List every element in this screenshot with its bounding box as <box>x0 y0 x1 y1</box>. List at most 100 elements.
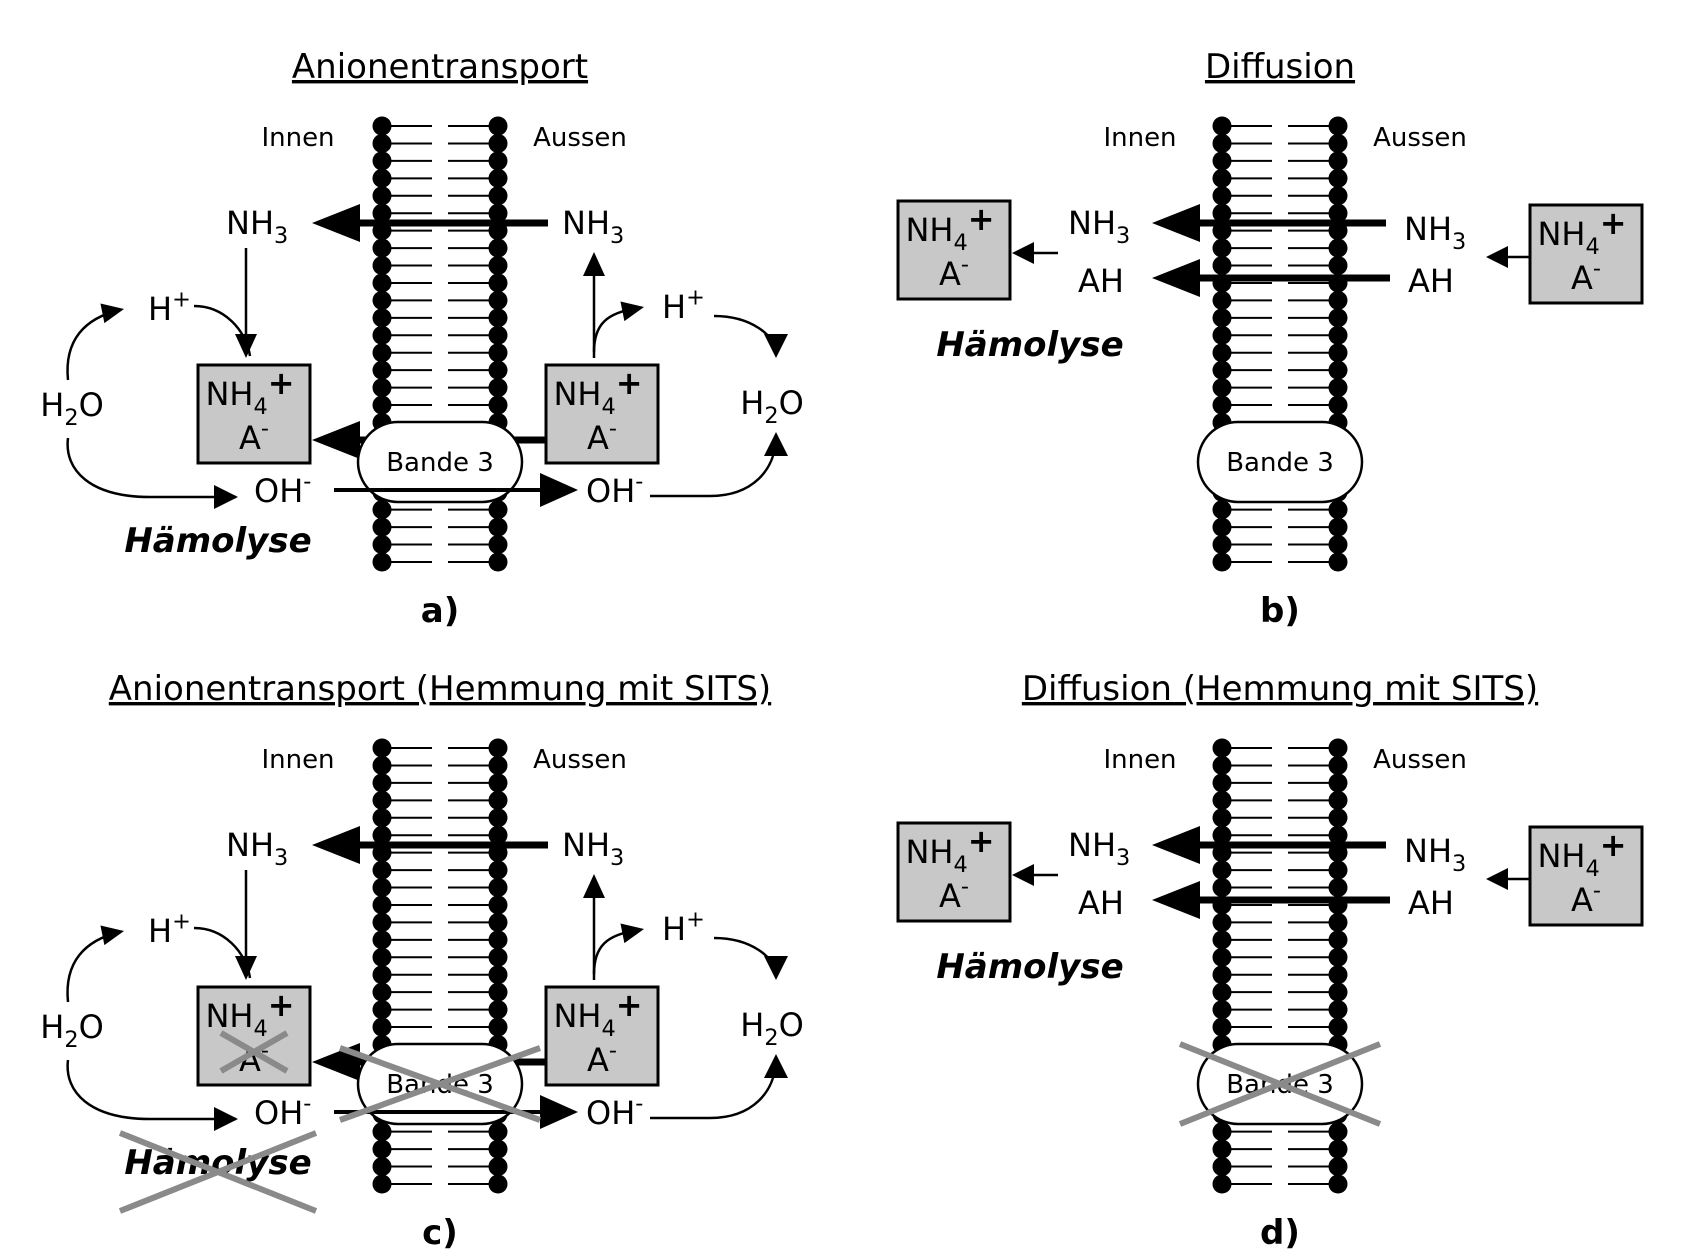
nh3-label-part: NH <box>1404 832 1452 870</box>
nh4-anion-box: NH4+A- <box>544 985 660 1087</box>
lipid-head <box>1212 308 1232 328</box>
lipid-head <box>1212 738 1232 758</box>
anion-label-part: - <box>261 1038 269 1064</box>
nh3-transport-arrow <box>312 204 548 242</box>
lipid-head <box>372 825 392 845</box>
nh3-label: NH3 <box>1404 210 1466 255</box>
nh4-label-part: 4 <box>253 1016 267 1042</box>
lipid-head <box>372 133 392 153</box>
lipid-head <box>488 965 508 985</box>
anion-label: A- <box>239 416 269 457</box>
arrow-head <box>583 874 605 898</box>
lipid-head <box>1328 947 1348 967</box>
nh4-label: NH4+ <box>205 364 294 420</box>
lipid-head <box>1328 1157 1348 1177</box>
h-plus-label-part: H <box>662 910 686 948</box>
nh3-to-box-arrow <box>235 248 257 358</box>
lipid-head <box>488 308 508 328</box>
lipid-head <box>1328 238 1348 258</box>
lipid-head <box>1328 1139 1348 1159</box>
nh4-anion-box: NH4+A- <box>896 199 1012 301</box>
nh4-label: NH4+ <box>905 822 994 878</box>
oh-minus-label-part: OH <box>254 472 303 510</box>
arrow-head <box>312 421 360 459</box>
lipid-head <box>1212 1174 1232 1194</box>
arrow-head <box>214 485 238 509</box>
lipid-head <box>372 1174 392 1194</box>
lipid-head <box>1328 755 1348 775</box>
lipid-head <box>1328 860 1348 880</box>
nh4-label-part: 4 <box>1585 234 1599 260</box>
lipid-head <box>1328 151 1348 171</box>
nh4-label: NH4+ <box>1537 826 1626 882</box>
nh3-label: NH3 <box>226 826 288 871</box>
lipid-head <box>1328 168 1348 188</box>
lipid-head <box>1212 378 1232 398</box>
cross-stroke <box>1178 1041 1382 1127</box>
lipid-head <box>1328 517 1348 537</box>
anion-label-part: - <box>609 416 617 442</box>
oh-minus-label: OH- <box>254 1091 311 1132</box>
nh4-label-part: + <box>268 986 295 1024</box>
lipid-head <box>1212 825 1232 845</box>
box-frame <box>896 199 1012 301</box>
lipid-head <box>1212 186 1232 206</box>
lipid-head <box>1212 755 1232 775</box>
curve-shaft <box>66 437 236 499</box>
h2o-label-part: 2 <box>764 1025 778 1051</box>
lipid-head <box>1328 535 1348 555</box>
curved-arrow <box>193 926 252 979</box>
lipid-head <box>488 238 508 258</box>
lipid-head <box>372 186 392 206</box>
lipid-head <box>1212 552 1232 572</box>
lipid-head <box>1328 343 1348 363</box>
lipid-head <box>488 755 508 775</box>
lipid-head <box>1212 912 1232 932</box>
h-plus-label-part: + <box>172 287 191 313</box>
lipid-head <box>488 116 508 136</box>
anion-label-part: - <box>609 1038 617 1064</box>
bande3-label: Bande 3 <box>1226 448 1334 478</box>
lipid-head <box>1212 238 1232 258</box>
h2o-label: H2O <box>740 384 804 429</box>
h2o-label-part: H <box>740 1006 764 1044</box>
nh3-label-part: NH <box>226 826 274 864</box>
h2o-label-part: 2 <box>764 403 778 429</box>
lipid-head <box>488 1017 508 1037</box>
panel-letter: a) <box>421 591 459 631</box>
nh3-label: NH3 <box>1404 832 1466 877</box>
lipid-head <box>488 517 508 537</box>
nh3-label-part: 3 <box>1452 229 1466 255</box>
lipid-head <box>1212 360 1232 380</box>
nh4-anion-box: NH4+A- <box>1528 203 1644 305</box>
nh3-label-part: 3 <box>274 223 288 249</box>
inhibition-cross <box>118 1130 318 1214</box>
h2o-label-part: O <box>79 386 104 424</box>
panel-title: Diffusion (Hemmung mit SITS) <box>1022 669 1538 709</box>
curved-arrow <box>713 314 788 358</box>
to-inside-box-arrow <box>1012 864 1058 886</box>
lipid-head <box>372 238 392 258</box>
lipid-head <box>488 552 508 572</box>
bande3-label: Bande 3 <box>386 448 494 478</box>
lipid-head <box>488 982 508 1002</box>
curve-shaft <box>650 435 778 498</box>
curved-arrow <box>592 923 644 975</box>
box-frame <box>544 985 660 1087</box>
lipid-head <box>1328 186 1348 206</box>
nh3-transport-arrow <box>312 826 548 864</box>
anion-label-part: - <box>1593 256 1601 282</box>
arrow-head <box>540 1095 578 1129</box>
lipid-head <box>1328 912 1348 932</box>
nh4-anion-box: NH4+A- <box>196 985 312 1087</box>
nh3-label-part: 3 <box>610 845 624 871</box>
anion-label-part: A <box>1571 881 1593 919</box>
anion-label-part: - <box>261 416 269 442</box>
lipid-head <box>1328 982 1348 1002</box>
lipid-head <box>372 965 392 985</box>
lipid-head <box>372 1139 392 1159</box>
nh4-label: NH4+ <box>553 986 642 1042</box>
lipid-head <box>1212 535 1232 555</box>
box-frame <box>1528 825 1644 927</box>
arrow-head <box>540 473 578 507</box>
